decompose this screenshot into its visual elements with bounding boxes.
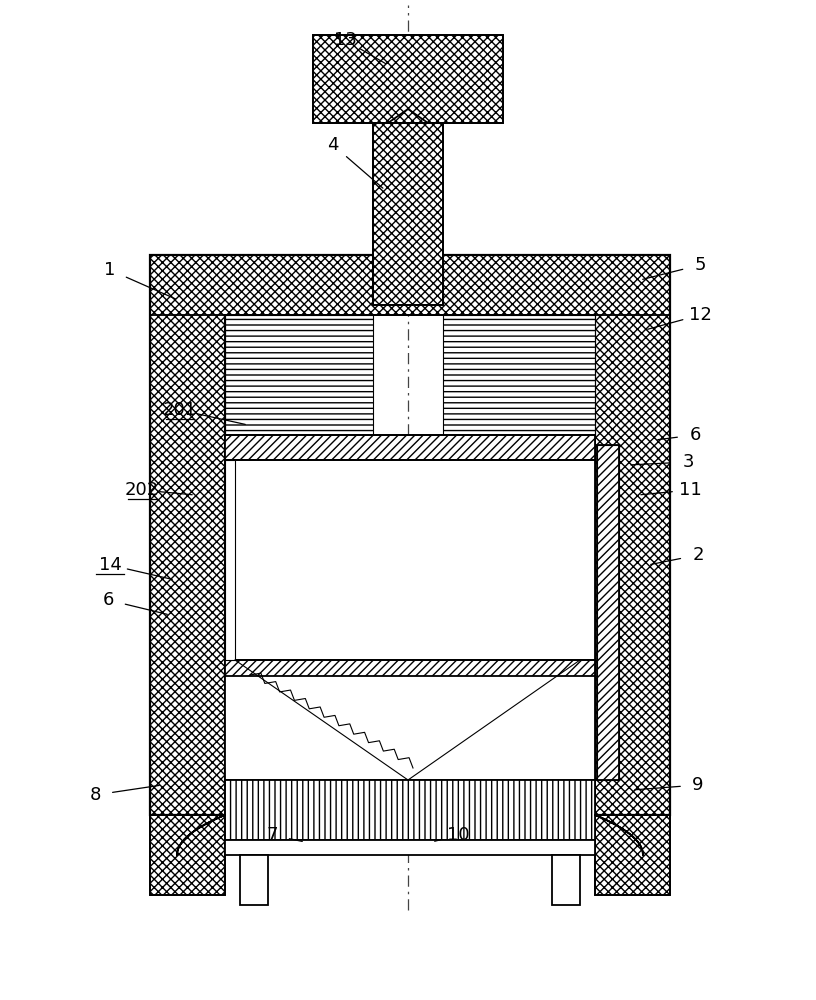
Bar bbox=[225, 780, 595, 840]
Bar bbox=[225, 660, 595, 780]
Bar bbox=[150, 815, 225, 895]
Text: 6: 6 bbox=[690, 426, 701, 444]
Bar bbox=[225, 315, 373, 435]
Bar bbox=[150, 255, 670, 815]
Bar bbox=[373, 123, 443, 305]
Bar bbox=[225, 435, 595, 460]
Bar bbox=[150, 815, 225, 895]
Bar bbox=[225, 840, 595, 855]
Text: 11: 11 bbox=[679, 481, 702, 499]
Text: 7: 7 bbox=[266, 826, 277, 844]
Bar bbox=[552, 855, 580, 905]
Bar bbox=[225, 660, 595, 676]
Text: 8: 8 bbox=[89, 786, 100, 804]
Text: 5: 5 bbox=[694, 256, 706, 274]
Text: 201: 201 bbox=[163, 401, 197, 419]
Bar bbox=[373, 123, 443, 305]
Text: 12: 12 bbox=[689, 306, 712, 324]
Bar bbox=[240, 855, 268, 905]
Text: 4: 4 bbox=[327, 136, 339, 154]
Text: 10: 10 bbox=[446, 826, 469, 844]
Text: 2: 2 bbox=[692, 546, 703, 564]
Text: 1: 1 bbox=[104, 261, 116, 279]
Bar bbox=[150, 255, 670, 315]
Bar bbox=[225, 460, 235, 660]
Text: 14: 14 bbox=[99, 556, 122, 574]
Bar bbox=[595, 255, 670, 815]
Text: 3: 3 bbox=[682, 453, 694, 471]
Bar bbox=[225, 315, 595, 815]
Text: 202: 202 bbox=[125, 481, 159, 499]
Bar bbox=[597, 445, 619, 780]
Text: 6: 6 bbox=[102, 591, 113, 609]
Bar bbox=[313, 35, 503, 123]
Bar bbox=[595, 660, 617, 676]
Bar bbox=[150, 255, 225, 815]
Bar bbox=[443, 315, 595, 435]
Text: 9: 9 bbox=[692, 776, 703, 794]
Bar bbox=[313, 35, 503, 123]
Bar bbox=[225, 460, 595, 660]
Bar bbox=[595, 815, 670, 895]
Bar bbox=[597, 445, 619, 780]
Text: 13: 13 bbox=[334, 31, 357, 49]
Bar bbox=[595, 815, 670, 895]
